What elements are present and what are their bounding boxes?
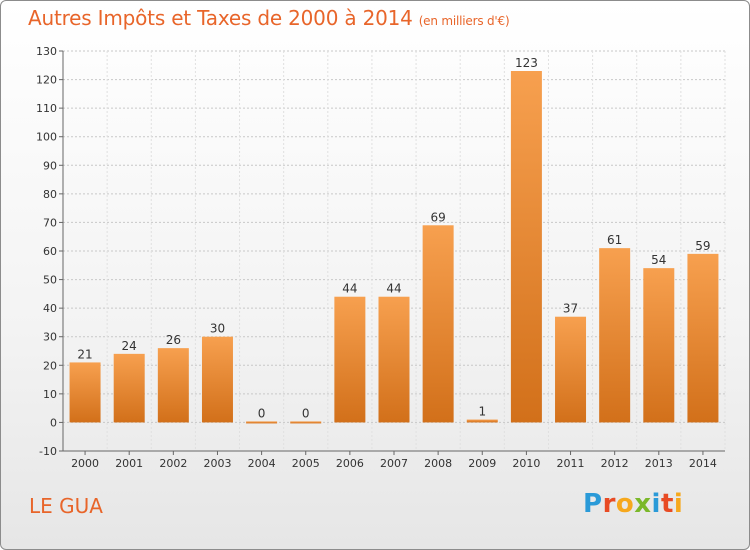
logo-letter: x — [634, 489, 652, 519]
x-tick-label: 2002 — [159, 457, 187, 470]
data-label: 69 — [430, 210, 445, 224]
y-tick-label: 130 — [36, 45, 57, 58]
logo-letter: t — [660, 489, 674, 519]
data-label: 61 — [607, 233, 622, 247]
data-label: 44 — [386, 282, 401, 296]
bar — [334, 296, 366, 423]
bar — [201, 336, 233, 423]
x-tick-label: 2007 — [380, 457, 408, 470]
data-label: 123 — [515, 56, 538, 70]
logo-letter: r — [602, 489, 616, 519]
data-label: 0 — [302, 406, 310, 420]
data-label: 30 — [210, 322, 225, 336]
bar — [69, 362, 101, 423]
y-tick-label: 90 — [43, 159, 57, 172]
data-label: 24 — [122, 339, 137, 353]
x-tick-label: 2004 — [248, 457, 276, 470]
data-label: 21 — [77, 347, 92, 361]
chart-title-text: Autres Impôts et Taxes de 2000 à 2014 — [28, 6, 413, 30]
bar — [422, 225, 454, 423]
x-tick-label: 2011 — [557, 457, 585, 470]
y-tick-label: 50 — [43, 274, 57, 287]
y-tick-label: 100 — [36, 131, 57, 144]
bar — [643, 268, 675, 423]
logo-letter: P — [583, 489, 603, 519]
y-tick-label: 60 — [43, 245, 57, 258]
y-tick-label: 80 — [43, 188, 57, 201]
x-tick-label: 2010 — [512, 457, 540, 470]
y-tick-label: 70 — [43, 216, 57, 229]
y-tick-label: 110 — [36, 102, 57, 115]
x-tick-label: 2014 — [689, 457, 717, 470]
x-tick-label: 2006 — [336, 457, 364, 470]
bar — [555, 316, 587, 423]
chart-title: Autres Impôts et Taxes de 2000 à 2014 (en… — [28, 6, 510, 30]
bar — [466, 419, 498, 423]
data-label: 59 — [695, 239, 710, 253]
x-tick-label: 2003 — [203, 457, 231, 470]
chart-unit-label: (en milliers d'€) — [418, 14, 510, 28]
bar — [687, 253, 719, 423]
bar — [290, 421, 322, 424]
bar — [510, 71, 542, 423]
y-tick-label: 120 — [36, 74, 57, 87]
y-tick-label: 10 — [43, 388, 57, 401]
y-tick-label: 40 — [43, 302, 57, 315]
x-tick-label: 2000 — [71, 457, 99, 470]
data-label: 44 — [342, 282, 357, 296]
y-tick-label: 0 — [50, 416, 57, 429]
x-tick-label: 2008 — [424, 457, 452, 470]
data-label: 0 — [258, 406, 266, 420]
x-tick-label: 2013 — [645, 457, 673, 470]
x-tick-label: 2009 — [468, 457, 496, 470]
x-tick-label: 2001 — [115, 457, 143, 470]
data-label: 26 — [166, 333, 181, 347]
logo-letter: o — [615, 489, 635, 519]
proxiti-logo[interactable]: Proxiti — [583, 489, 683, 519]
logo-letter: i — [673, 489, 684, 519]
bar — [599, 248, 631, 423]
bar — [157, 348, 189, 423]
data-label: 1 — [478, 405, 486, 419]
bar — [246, 421, 278, 424]
data-label: 54 — [651, 253, 666, 267]
y-tick-label: 20 — [43, 359, 57, 372]
data-label: 37 — [563, 302, 578, 316]
logo-letter: i — [651, 489, 661, 519]
y-tick-label: -10 — [39, 445, 57, 458]
y-tick-label: 30 — [43, 331, 57, 344]
bar — [378, 296, 410, 423]
x-tick-label: 2012 — [601, 457, 629, 470]
x-tick-label: 2005 — [292, 457, 320, 470]
bar — [113, 353, 145, 423]
city-name: LE GUA — [29, 494, 103, 518]
